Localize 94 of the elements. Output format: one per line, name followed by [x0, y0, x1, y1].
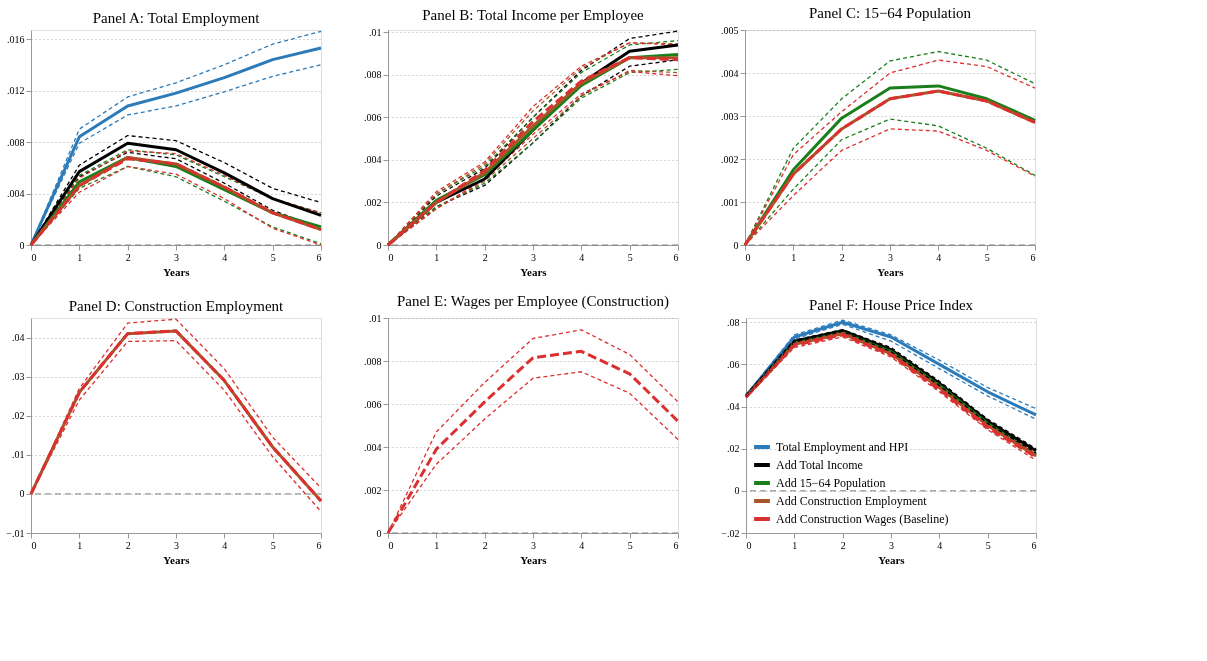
y-tick-label: .01 — [12, 449, 25, 461]
x-tick-label: 5 — [627, 251, 633, 263]
x-tick-label: 3 — [888, 251, 893, 263]
x-tick-label: 5 — [270, 539, 276, 551]
x-tick-label: 6 — [316, 251, 322, 263]
x-tick-label: 5 — [984, 251, 990, 263]
y-tick-label: .005 — [721, 24, 739, 36]
y-tick-label: .004 — [721, 67, 739, 79]
x-tick-label: 4 — [222, 539, 228, 551]
y-tick-label: .008 — [7, 136, 25, 148]
y-tick-label: 0 — [733, 239, 739, 251]
x-tick-label: 2 — [125, 539, 131, 551]
x-tick-label: 4 — [937, 539, 943, 551]
x-tick-label: 6 — [673, 251, 679, 263]
y-tick-label: .003 — [721, 110, 739, 122]
x-tick-label: 6 — [316, 539, 322, 551]
y-tick-label: −.02 — [721, 527, 740, 539]
y-tick-label: 0 — [19, 488, 25, 500]
y-tick-label: .002 — [364, 484, 382, 496]
x-tick-label: 6 — [673, 539, 679, 551]
chart-title: Panel A: Total Employment — [92, 10, 261, 26]
chart-title: Panel D: Construction Employment — [68, 298, 285, 314]
x-tick-label: 3 — [889, 539, 894, 551]
x-tick-label: 0 — [388, 539, 394, 551]
x-tick-label: 3 — [174, 539, 179, 551]
x-tick-label: 3 — [174, 251, 179, 263]
y-tick-label: .01 — [369, 312, 382, 324]
x-tick-label: 1 — [77, 251, 83, 263]
legend-label: Add Construction Wages (Baseline) — [776, 512, 949, 526]
x-tick-label: 1 — [791, 251, 797, 263]
x-tick-label: 2 — [840, 539, 846, 551]
y-tick-label: .008 — [364, 355, 382, 367]
x-tick-label: 1 — [434, 251, 440, 263]
x-tick-label: 0 — [388, 251, 394, 263]
x-tick-label: 0 — [31, 251, 37, 263]
legend-label: Add Construction Employment — [776, 494, 928, 508]
y-tick-label: 0 — [19, 239, 25, 251]
y-tick-label: .004 — [364, 441, 382, 453]
y-tick-label: .04 — [727, 401, 740, 413]
y-tick-label: −.01 — [6, 527, 25, 539]
y-tick-label: .02 — [12, 410, 25, 422]
y-tick-label: .03 — [12, 371, 25, 383]
x-tick-label: 3 — [531, 539, 536, 551]
x-tick-label: 4 — [579, 539, 585, 551]
x-tick-label: 3 — [531, 251, 536, 263]
x-axis-title: Years — [520, 265, 548, 278]
legend-label: Add 15−64 Population — [776, 476, 886, 490]
x-tick-label: 1 — [434, 539, 440, 551]
y-tick-label: .004 — [7, 188, 25, 199]
y-tick-label: .04 — [12, 332, 25, 344]
x-tick-label: 5 — [985, 539, 991, 551]
x-axis-title: Years — [877, 265, 905, 278]
x-tick-label: 1 — [792, 539, 798, 551]
x-tick-label: 4 — [936, 251, 942, 263]
x-tick-label: 0 — [31, 539, 37, 551]
x-tick-label: 5 — [270, 251, 276, 263]
y-tick-label: .006 — [364, 111, 382, 123]
x-axis-title: Years — [878, 553, 906, 566]
chart-title: Panel B: Total Income per Employee — [422, 7, 645, 24]
x-tick-label: 2 — [125, 251, 131, 263]
x-tick-label: 4 — [222, 251, 228, 263]
y-tick-label: .008 — [364, 69, 382, 81]
chart-title: Panel E: Wages per Employee (Construction) — [396, 293, 670, 310]
y-tick-label: .002 — [364, 196, 382, 208]
y-tick-label: .08 — [727, 316, 740, 328]
y-tick-label: .002 — [721, 153, 739, 165]
chart-title: Panel C: 15−64 Population — [808, 5, 972, 21]
y-tick-label: 0 — [734, 485, 740, 497]
y-tick-label: .006 — [364, 398, 382, 410]
x-tick-label: 2 — [482, 539, 488, 551]
x-axis-title: Years — [520, 553, 548, 566]
x-tick-label: 2 — [839, 251, 845, 263]
chart-title: Panel F: House Price Index — [808, 297, 974, 314]
x-axis-title: Years — [163, 553, 191, 566]
x-tick-label: 5 — [627, 539, 633, 551]
legend-label: Total Employment and HPI — [776, 440, 909, 454]
x-axis-title: Years — [163, 265, 191, 278]
y-tick-label: .02 — [727, 443, 740, 455]
y-tick-label: .06 — [727, 358, 740, 370]
y-tick-label: .01 — [369, 26, 382, 38]
y-tick-label: .004 — [364, 154, 382, 166]
y-tick-label: .016 — [7, 33, 25, 45]
x-tick-label: 6 — [1031, 539, 1037, 551]
y-tick-label: 0 — [376, 527, 382, 539]
x-tick-label: 2 — [482, 251, 488, 263]
y-tick-label: .012 — [7, 85, 25, 97]
legend-label: Add Total Income — [776, 458, 863, 472]
x-tick-label: 6 — [1030, 251, 1036, 263]
y-tick-label: .001 — [721, 196, 739, 208]
y-tick-label: 0 — [376, 239, 382, 251]
x-tick-label: 0 — [745, 251, 751, 263]
x-tick-label: 4 — [579, 251, 585, 263]
x-tick-label: 0 — [746, 539, 752, 551]
x-tick-label: 1 — [77, 539, 83, 551]
